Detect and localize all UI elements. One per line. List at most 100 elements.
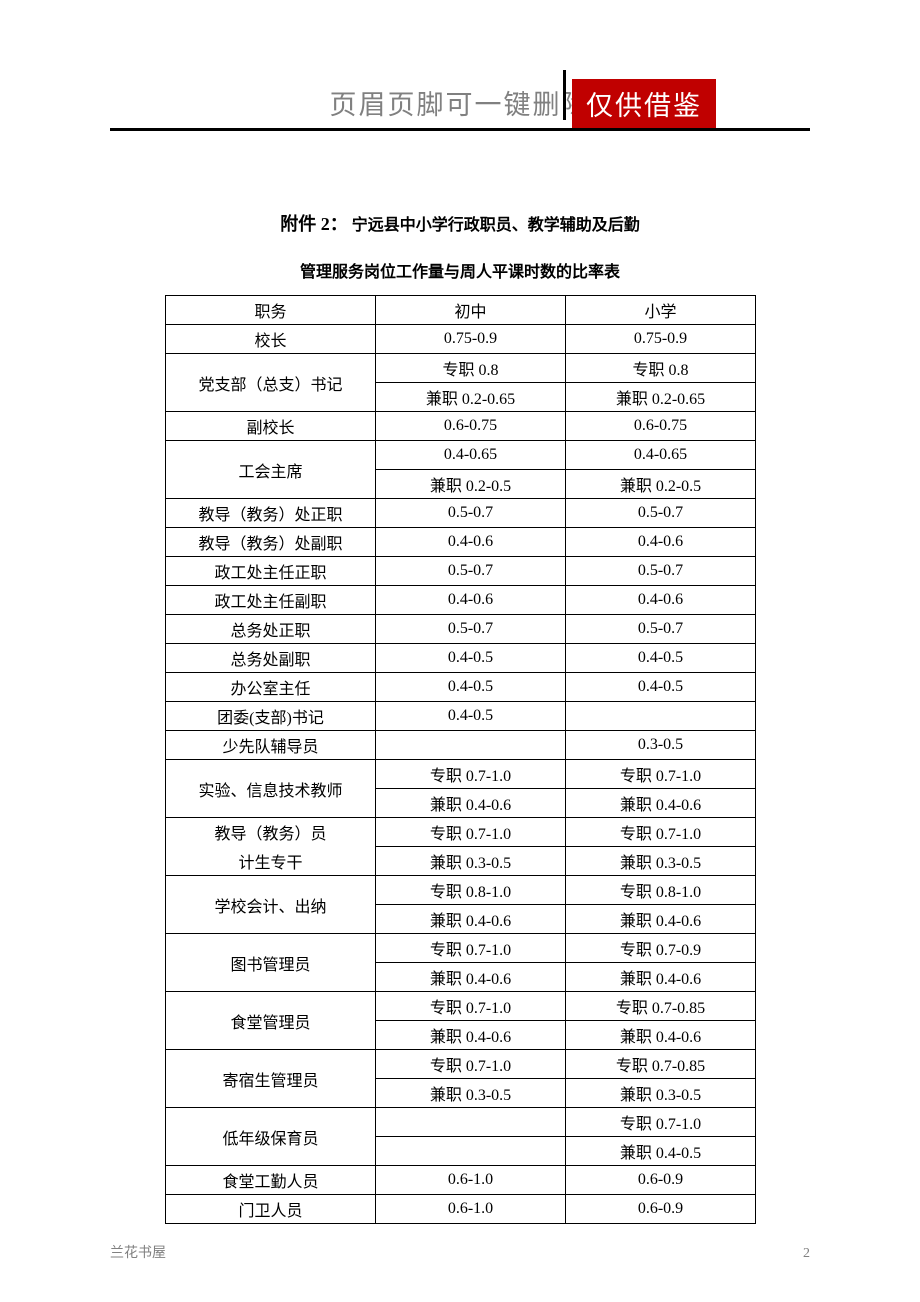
table-row: 低年级保育员 专职 0.7-1.0: [166, 1108, 756, 1137]
table-row: 教导（教务）处正职 0.5-0.7 0.5-0.7: [166, 499, 756, 528]
col-header-position: 职务: [166, 296, 376, 325]
footer-left: 兰花书屋: [110, 1242, 166, 1262]
value-cell: 兼职 0.3-0.5: [376, 847, 566, 876]
value-cell: [376, 1108, 566, 1137]
value-cell: 0.6-0.75: [376, 412, 566, 441]
value-cell: 兼职 0.3-0.5: [566, 847, 756, 876]
value-cell: 0.3-0.5: [566, 731, 756, 760]
table-row: 食堂管理员 专职 0.7-1.0 专职 0.7-0.85: [166, 992, 756, 1021]
value-cell: 0.4-0.6: [376, 586, 566, 615]
position-cell: 总务处正职: [166, 615, 376, 644]
position-cell: 团委(支部)书记: [166, 702, 376, 731]
title-block: 附件 2： 宁远县中小学行政职员、教学辅助及后勤 管理服务岗位工作量与周人平课时…: [110, 210, 810, 282]
value-cell: 兼职 0.4-0.5: [566, 1137, 756, 1166]
table-row: 教导（教务）员 专职 0.7-1.0 专职 0.7-1.0: [166, 818, 756, 847]
value-cell: 专职 0.7-1.0: [376, 1050, 566, 1079]
position-cell: 学校会计、出纳: [166, 876, 376, 934]
value-cell: 兼职 0.2-0.65: [566, 383, 756, 412]
footer-page-number: 2: [803, 1246, 810, 1262]
value-cell: 兼职 0.4-0.6: [566, 905, 756, 934]
value-cell: 0.6-0.75: [566, 412, 756, 441]
value-cell: 0.4-0.6: [566, 528, 756, 557]
value-cell: 0.6-0.9: [566, 1195, 756, 1224]
value-cell: 专职 0.7-1.0: [376, 934, 566, 963]
header-stamp: 仅供借鉴: [572, 79, 716, 128]
value-cell: 兼职 0.4-0.6: [566, 789, 756, 818]
value-cell: 专职 0.8-1.0: [376, 876, 566, 905]
table-row: 图书管理员 专职 0.7-1.0 专职 0.7-0.9: [166, 934, 756, 963]
table-row: 工会主席 0.4-0.65 0.4-0.65: [166, 441, 756, 470]
position-cell: 少先队辅导员: [166, 731, 376, 760]
table-row: 实验、信息技术教师 专职 0.7-1.0 专职 0.7-1.0: [166, 760, 756, 789]
value-cell: 专职 0.7-1.0: [376, 760, 566, 789]
value-cell: 兼职 0.3-0.5: [376, 1079, 566, 1108]
table-header-row: 职务 初中 小学: [166, 296, 756, 325]
value-cell: 专职 0.8-1.0: [566, 876, 756, 905]
value-cell: 0.5-0.7: [566, 557, 756, 586]
ratio-table: 职务 初中 小学 校长 0.75-0.9 0.75-0.9 党支部（总支）书记 …: [165, 295, 756, 1224]
position-cell: 工会主席: [166, 441, 376, 499]
value-cell: 0.4-0.5: [376, 702, 566, 731]
table-row: 团委(支部)书记 0.4-0.5: [166, 702, 756, 731]
value-cell: 0.5-0.7: [376, 499, 566, 528]
table-row: 少先队辅导员 0.3-0.5: [166, 731, 756, 760]
position-cell: 校长: [166, 325, 376, 354]
value-cell: 0.4-0.6: [376, 528, 566, 557]
value-cell: [376, 731, 566, 760]
table-row: 门卫人员 0.6-1.0 0.6-0.9: [166, 1195, 756, 1224]
col-header-primary: 小学: [566, 296, 756, 325]
table-row: 总务处副职 0.4-0.5 0.4-0.5: [166, 644, 756, 673]
value-cell: 兼职 0.4-0.6: [376, 789, 566, 818]
position-cell: 门卫人员: [166, 1195, 376, 1224]
value-cell: 0.4-0.65: [376, 441, 566, 470]
table-row: 教导（教务）处副职 0.4-0.6 0.4-0.6: [166, 528, 756, 557]
position-cell: 办公室主任: [166, 673, 376, 702]
value-cell: 0.6-1.0: [376, 1195, 566, 1224]
value-cell: 0.5-0.7: [566, 499, 756, 528]
title-line1: 附件 2： 宁远县中小学行政职员、教学辅助及后勤: [110, 210, 810, 236]
position-cell: 食堂工勤人员: [166, 1166, 376, 1195]
value-cell: 兼职 0.2-0.5: [376, 470, 566, 499]
table-row: 食堂工勤人员 0.6-1.0 0.6-0.9: [166, 1166, 756, 1195]
table-row: 副校长 0.6-0.75 0.6-0.75: [166, 412, 756, 441]
position-cell: 寄宿生管理员: [166, 1050, 376, 1108]
header-underline: [110, 128, 810, 131]
value-cell: 专职 0.7-1.0: [376, 818, 566, 847]
value-cell: 兼职 0.4-0.6: [376, 963, 566, 992]
value-cell: 专职 0.7-1.0: [566, 1108, 756, 1137]
title-line2: 管理服务岗位工作量与周人平课时数的比率表: [110, 258, 810, 282]
value-cell: 专职 0.7-1.0: [566, 818, 756, 847]
ratio-table-container: 职务 初中 小学 校长 0.75-0.9 0.75-0.9 党支部（总支）书记 …: [165, 295, 755, 1224]
value-cell: 0.4-0.5: [566, 644, 756, 673]
value-cell: 兼职 0.4-0.6: [566, 963, 756, 992]
value-cell: 0.6-1.0: [376, 1166, 566, 1195]
position-cell: 副校长: [166, 412, 376, 441]
table-row: 校长 0.75-0.9 0.75-0.9: [166, 325, 756, 354]
table-row: 办公室主任 0.4-0.5 0.4-0.5: [166, 673, 756, 702]
value-cell: 0.4-0.65: [566, 441, 756, 470]
value-cell: 专职 0.7-1.0: [376, 992, 566, 1021]
value-cell: 专职 0.7-0.9: [566, 934, 756, 963]
value-cell: 0.5-0.7: [566, 615, 756, 644]
table-row: 计生专干 兼职 0.3-0.5 兼职 0.3-0.5: [166, 847, 756, 876]
value-cell: 0.75-0.9: [566, 325, 756, 354]
table-row: 政工处主任副职 0.4-0.6 0.4-0.6: [166, 586, 756, 615]
position-cell: 食堂管理员: [166, 992, 376, 1050]
table-row: 总务处正职 0.5-0.7 0.5-0.7: [166, 615, 756, 644]
value-cell: 兼职 0.4-0.6: [376, 905, 566, 934]
value-cell: 0.5-0.7: [376, 615, 566, 644]
table-row: 政工处主任正职 0.5-0.7 0.5-0.7: [166, 557, 756, 586]
position-cell: 实验、信息技术教师: [166, 760, 376, 818]
col-header-middle: 初中: [376, 296, 566, 325]
value-cell: 兼职 0.3-0.5: [566, 1079, 756, 1108]
value-cell: 兼职 0.2-0.5: [566, 470, 756, 499]
position-cell: 政工处主任正职: [166, 557, 376, 586]
value-cell: 专职 0.7-0.85: [566, 992, 756, 1021]
position-cell: 教导（教务）处正职: [166, 499, 376, 528]
position-cell: 教导（教务）处副职: [166, 528, 376, 557]
value-cell: 专职 0.7-1.0: [566, 760, 756, 789]
header-divider: [563, 70, 566, 120]
position-cell: 图书管理员: [166, 934, 376, 992]
value-cell: 0.4-0.5: [376, 644, 566, 673]
header-text: 页眉页脚可一键删除: [330, 83, 591, 122]
